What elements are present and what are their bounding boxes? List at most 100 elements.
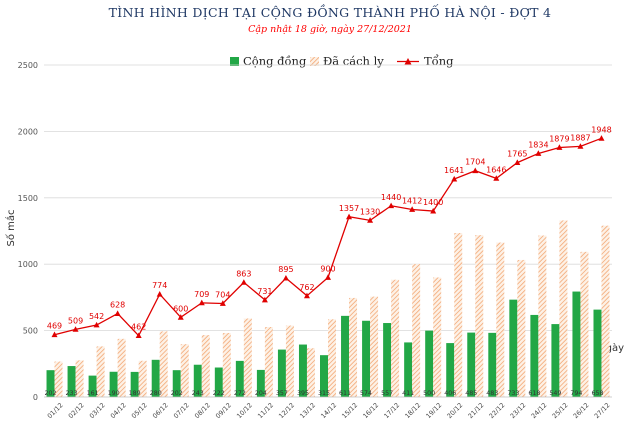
x-tick-label-24/12: 24/12 — [530, 401, 549, 420]
data-label-cong-dong-24/12: 618 — [528, 390, 540, 397]
bar-da-cach-ly-23/12 — [517, 259, 526, 397]
data-label-tong-20/12: 1641 — [444, 166, 464, 175]
bar-cong-dong-01/12 — [46, 370, 55, 397]
data-label-tong-08/12: 709 — [194, 290, 209, 299]
legend-swatch-cong-dong — [230, 57, 239, 66]
data-label-tong-14/12: 900 — [320, 264, 335, 273]
data-label-cong-dong-11/12: 204 — [255, 390, 267, 397]
bar-da-cach-ly-24/12 — [538, 235, 547, 397]
total-marker-19/12 — [430, 207, 437, 214]
bar-da-cach-ly-13/12 — [306, 348, 315, 397]
bar-da-cach-ly-11/12 — [264, 327, 273, 397]
data-label-cong-dong-17/12: 557 — [381, 390, 393, 397]
x-tick-label-19/12: 19/12 — [424, 401, 443, 420]
total-marker-26/12 — [577, 143, 584, 149]
total-marker-14/12 — [325, 274, 331, 280]
total-marker-08/12 — [198, 299, 205, 306]
bar-cong-dong-24/12 — [530, 314, 539, 397]
data-label-cong-dong-27/12: 658 — [591, 390, 603, 397]
data-label-cong-dong-25/12: 549 — [549, 390, 561, 397]
legend: Cộng đồng Đã cách ly Tổng — [230, 54, 454, 68]
data-label-cong-dong-02/12: 233 — [66, 390, 78, 397]
data-label-tong-09/12: 704 — [215, 291, 230, 300]
bar-da-cach-ly-05/12 — [138, 360, 147, 397]
bar-cong-dong-09/12 — [214, 367, 223, 397]
total-marker-20/12 — [451, 175, 458, 182]
bar-da-cach-ly-14/12 — [328, 319, 336, 397]
bar-cong-dong-05/12 — [130, 371, 139, 397]
data-label-cong-dong-05/12: 189 — [129, 390, 141, 397]
legend-label-tong: Tổng — [424, 54, 454, 68]
total-marker-02/12 — [72, 326, 79, 332]
total-marker-18/12 — [409, 206, 416, 212]
data-label-tong-23/12: 1765 — [507, 150, 527, 159]
x-tick-label-21/12: 21/12 — [467, 401, 486, 420]
bar-da-cach-ly-19/12 — [433, 277, 442, 397]
total-marker-13/12 — [303, 292, 310, 299]
data-label-tong-02/12: 509 — [68, 316, 83, 325]
x-tick-label-26/12: 26/12 — [572, 401, 591, 420]
x-tick-label-04/12: 04/12 — [109, 401, 128, 420]
total-marker-11/12 — [261, 296, 268, 303]
x-tick-label-18/12: 18/12 — [403, 401, 422, 420]
data-label-tong-21/12: 1704 — [465, 158, 485, 167]
data-label-cong-dong-12/12: 357 — [276, 390, 288, 397]
data-label-cong-dong-14/12: 315 — [318, 390, 330, 397]
bar-cong-dong-17/12 — [383, 323, 392, 397]
data-label-tong-12/12: 895 — [278, 265, 293, 274]
data-label-tong-25/12: 1879 — [549, 134, 569, 143]
total-marker-22/12 — [493, 175, 500, 181]
bar-cong-dong-27/12 — [593, 309, 602, 397]
bar-da-cach-ly-07/12 — [180, 344, 189, 397]
x-tick-label-22/12: 22/12 — [488, 401, 507, 420]
bar-da-cach-ly-06/12 — [159, 331, 168, 397]
legend-swatch-da-cach-ly — [310, 57, 319, 66]
data-label-tong-05/12: 462 — [131, 323, 146, 332]
x-tick-label-27/12: 27/12 — [593, 401, 612, 420]
bar-da-cach-ly-21/12 — [475, 235, 484, 397]
data-label-tong-13/12: 762 — [299, 283, 314, 292]
bar-da-cach-ly-10/12 — [243, 318, 252, 397]
data-label-cong-dong-04/12: 190 — [108, 390, 120, 397]
data-label-cong-dong-03/12: 161 — [87, 390, 99, 397]
bar-da-cach-ly-02/12 — [75, 360, 84, 397]
data-label-cong-dong-09/12: 222 — [213, 390, 225, 397]
legend-marker-tong — [404, 58, 412, 65]
data-label-tong-04/12: 628 — [110, 301, 125, 310]
data-label-cong-dong-08/12: 243 — [192, 390, 204, 397]
bar-da-cach-ly-20/12 — [454, 232, 463, 397]
total-marker-04/12 — [114, 310, 121, 317]
y-tick-label-2500: 2500 — [18, 61, 38, 70]
chart-title: TÌNH HÌNH DỊCH TẠI CỘNG ĐỒNG THÀNH PHỐ H… — [109, 3, 552, 20]
x-tick-label-13/12: 13/12 — [298, 401, 317, 420]
data-label-cong-dong-15/12: 611 — [339, 390, 351, 397]
data-label-tong-17/12: 1440 — [381, 193, 401, 202]
bar-da-cach-ly-18/12 — [412, 264, 421, 397]
x-tick-label-20/12: 20/12 — [445, 401, 464, 420]
bar-cong-dong-12/12 — [277, 349, 286, 397]
x-tick-label-17/12: 17/12 — [382, 401, 401, 420]
total-marker-16/12 — [367, 217, 374, 223]
bar-da-cach-ly-26/12 — [580, 251, 589, 397]
legend-label-da-cach-ly: Đã cách ly — [323, 54, 384, 68]
data-label-cong-dong-23/12: 733 — [507, 390, 519, 397]
total-marker-17/12 — [388, 202, 395, 209]
data-label-cong-dong-07/12: 202 — [171, 390, 183, 397]
data-label-cong-dong-19/12: 500 — [423, 390, 435, 397]
bar-da-cach-ly-12/12 — [285, 325, 294, 397]
data-label-cong-dong-13/12: 395 — [297, 390, 309, 397]
bar-cong-dong-10/12 — [235, 360, 244, 397]
total-marker-09/12 — [219, 300, 226, 306]
y-axis-label: Số mắc — [4, 209, 17, 246]
data-label-tong-06/12: 774 — [152, 281, 167, 290]
bar-cong-dong-20/12 — [446, 343, 455, 397]
bar-da-cach-ly-15/12 — [349, 297, 358, 397]
data-label-tong-15/12: 1357 — [339, 204, 359, 213]
x-tick-label-11/12: 11/12 — [256, 401, 275, 420]
bar-cong-dong-02/12 — [67, 366, 76, 397]
bar-cong-dong-22/12 — [488, 332, 497, 397]
x-tick-label-03/12: 03/12 — [88, 401, 107, 420]
bar-cong-dong-04/12 — [109, 371, 118, 397]
x-tick-label-15/12: 15/12 — [340, 401, 359, 420]
data-label-tong-07/12: 600 — [173, 304, 188, 313]
